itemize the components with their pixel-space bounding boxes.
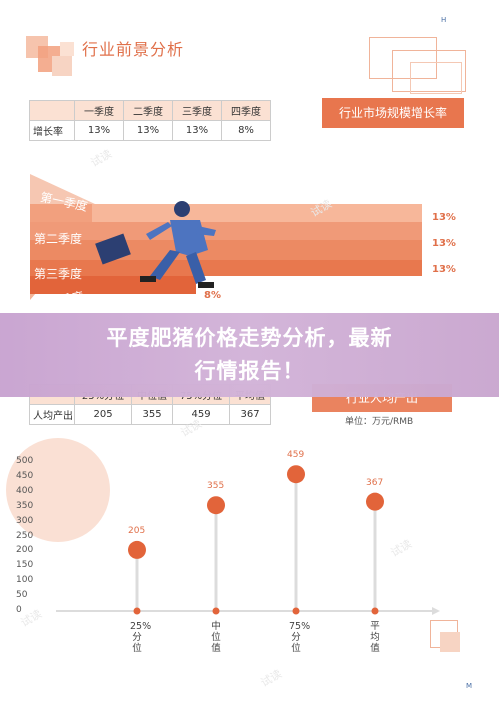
table-cell: 13% <box>172 120 222 141</box>
table-cell: 13% <box>74 120 124 141</box>
y-tick-label: 300 <box>16 515 34 526</box>
band-value-q2: 13% <box>432 238 456 249</box>
watermark: 试读 <box>258 667 285 690</box>
table-cell: 459 <box>171 404 231 425</box>
table-header-cell: 三季度 <box>172 100 222 121</box>
y-tick-label: 200 <box>16 545 34 556</box>
page-title: 行业前景分析 <box>82 40 185 59</box>
decor-outline-box <box>392 50 466 92</box>
y-tick-label: 350 <box>16 500 34 511</box>
chart-point <box>366 492 384 511</box>
runner-illustration <box>95 201 216 288</box>
decor-outline-box <box>369 37 437 79</box>
unit-label: 单位：万元/RMB <box>345 417 414 427</box>
table-cell: 367 <box>229 404 271 425</box>
chart-base-dot <box>133 607 141 615</box>
x-tick-label: 25%分位 <box>130 621 152 654</box>
decor-square <box>60 42 74 56</box>
table-row: 增长率 13% 13% 13% 8% <box>29 120 271 141</box>
table-header-cell: 二季度 <box>123 100 173 121</box>
chart-point <box>128 540 146 559</box>
y-tick-label: 450 <box>16 470 34 481</box>
band-label-q3: 第三季度 <box>34 267 83 281</box>
headline-banner <box>0 313 499 397</box>
y-tick-label: 0 <box>16 605 22 615</box>
chart-base-dot <box>371 607 379 615</box>
data-label: 459 <box>287 450 305 461</box>
table-row-label: 增长率 <box>29 120 75 141</box>
table-cell: 8% <box>221 120 271 141</box>
table-header-row: 一季度 二季度 三季度 四季度 <box>29 100 271 121</box>
chart-base-dot <box>292 607 300 615</box>
chart-point <box>207 496 225 515</box>
chart-point <box>287 465 305 484</box>
y-tick-label: 50 <box>16 590 28 601</box>
table-cell: 13% <box>123 120 173 141</box>
band-label-q2: 第二季度 <box>34 232 83 246</box>
table-corner-cell <box>29 100 75 121</box>
data-label: 355 <box>207 481 225 492</box>
growth-rate-badge: 行业市场规模增长率 <box>322 98 464 128</box>
y-tick-label: 150 <box>16 560 34 571</box>
y-tick-label: 500 <box>16 456 34 466</box>
growth-table: 一季度 二季度 三季度 四季度 增长率 13% 13% 13% 8% <box>29 100 271 141</box>
band-value-q4: 8% <box>204 290 221 301</box>
corner-letter-bottom: M <box>466 682 473 690</box>
decor-circle <box>6 438 110 542</box>
headline-line-2: 行情报告！ <box>194 359 305 383</box>
decor-outline-box <box>410 62 462 94</box>
chart-base-dot <box>212 607 220 615</box>
y-tick-label: 100 <box>16 575 34 586</box>
x-tick-label: 平均值 <box>370 621 380 654</box>
income-chart <box>6 438 440 615</box>
headline-line-1: 平度肥猪价格走势分析，最新 <box>106 326 393 350</box>
y-tick-label: 400 <box>16 485 34 496</box>
table-header-cell: 四季度 <box>221 100 271 121</box>
y-tick-label: 250 <box>16 530 34 541</box>
table-header-cell: 一季度 <box>74 100 124 121</box>
decor-square <box>440 632 460 652</box>
band-value-q3: 13% <box>432 264 456 275</box>
quarter-bands-graphic <box>30 174 422 300</box>
x-tick-label: 中位值 <box>211 621 221 654</box>
band-value-q1: 13% <box>432 212 456 223</box>
decor-square <box>52 56 72 76</box>
x-tick-label: 75%分位 <box>289 621 311 654</box>
data-label: 205 <box>128 525 146 536</box>
headline-text: 平度肥猪价格走势分析，最新 行情报告！ <box>0 322 499 388</box>
x-axis-arrow <box>432 607 440 615</box>
corner-letter-top: H <box>441 16 447 24</box>
table-cell: 205 <box>73 404 133 425</box>
table-row: 人均产出 205 355 459 367 <box>29 404 271 425</box>
data-label: 367 <box>366 477 384 488</box>
